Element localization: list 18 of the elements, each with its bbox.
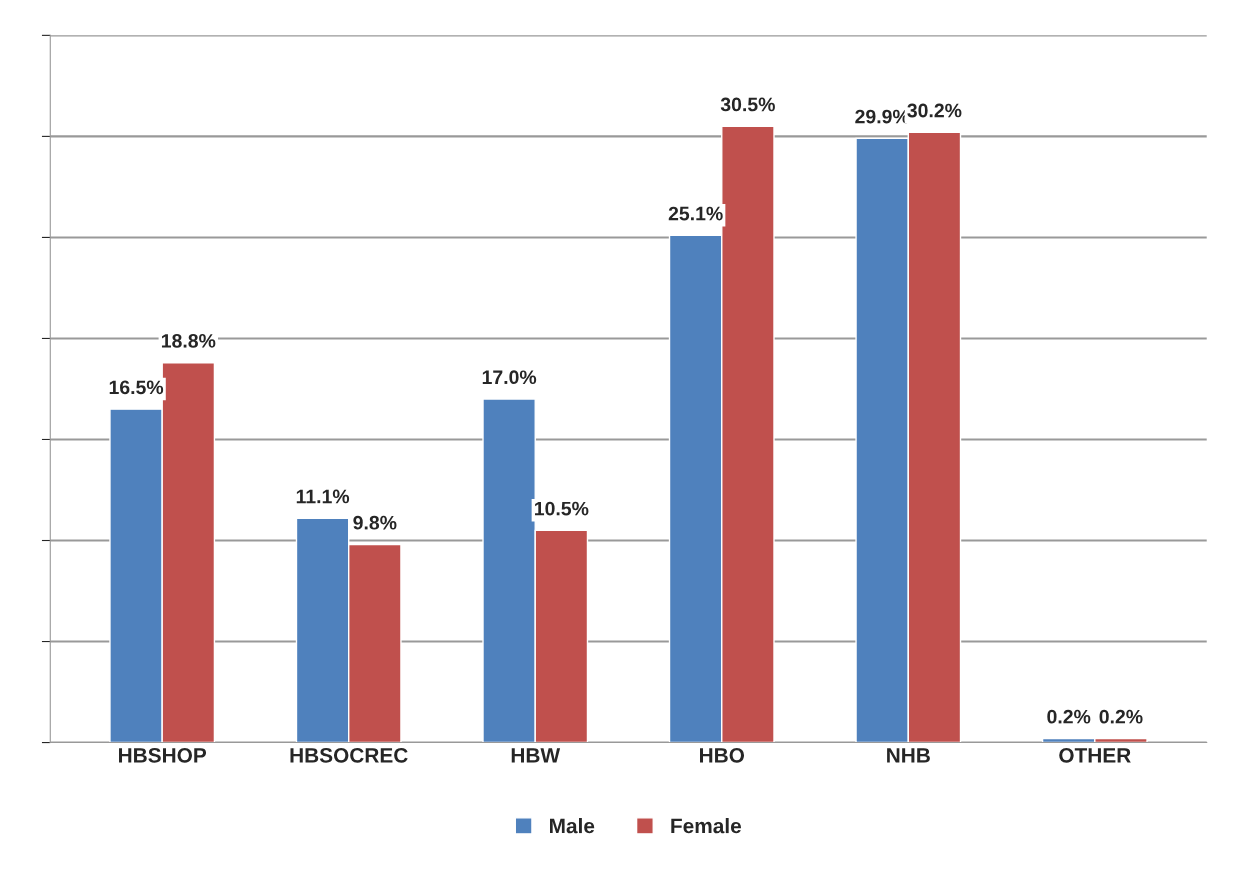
- x-tick-label: HBW: [511, 748, 561, 763]
- legend-label: Male: [550, 818, 595, 834]
- data-label: 0.2%: [1047, 709, 1091, 724]
- data-label: 10.5%: [535, 501, 589, 516]
- x-tick-label: HBSOCREC: [290, 747, 408, 763]
- x-tick-label: HBO: [700, 747, 745, 763]
- data-label: 17.0%: [482, 370, 537, 385]
- data-label: 0.2%: [1099, 709, 1143, 724]
- data-label: 16.5%: [109, 380, 164, 395]
- data-label: 30.5%: [720, 97, 775, 112]
- data-label: 18.8%: [161, 333, 216, 348]
- x-tick-label: NHB: [887, 748, 930, 763]
- data-label: 25.1%: [668, 206, 723, 221]
- data-label: 11.1%: [296, 489, 350, 504]
- x-tick-label: OTHER: [1059, 747, 1131, 763]
- x-tick-label: HBSHOP: [119, 747, 207, 763]
- data-label: 9.8%: [353, 515, 397, 530]
- legend-label: Female: [671, 818, 742, 834]
